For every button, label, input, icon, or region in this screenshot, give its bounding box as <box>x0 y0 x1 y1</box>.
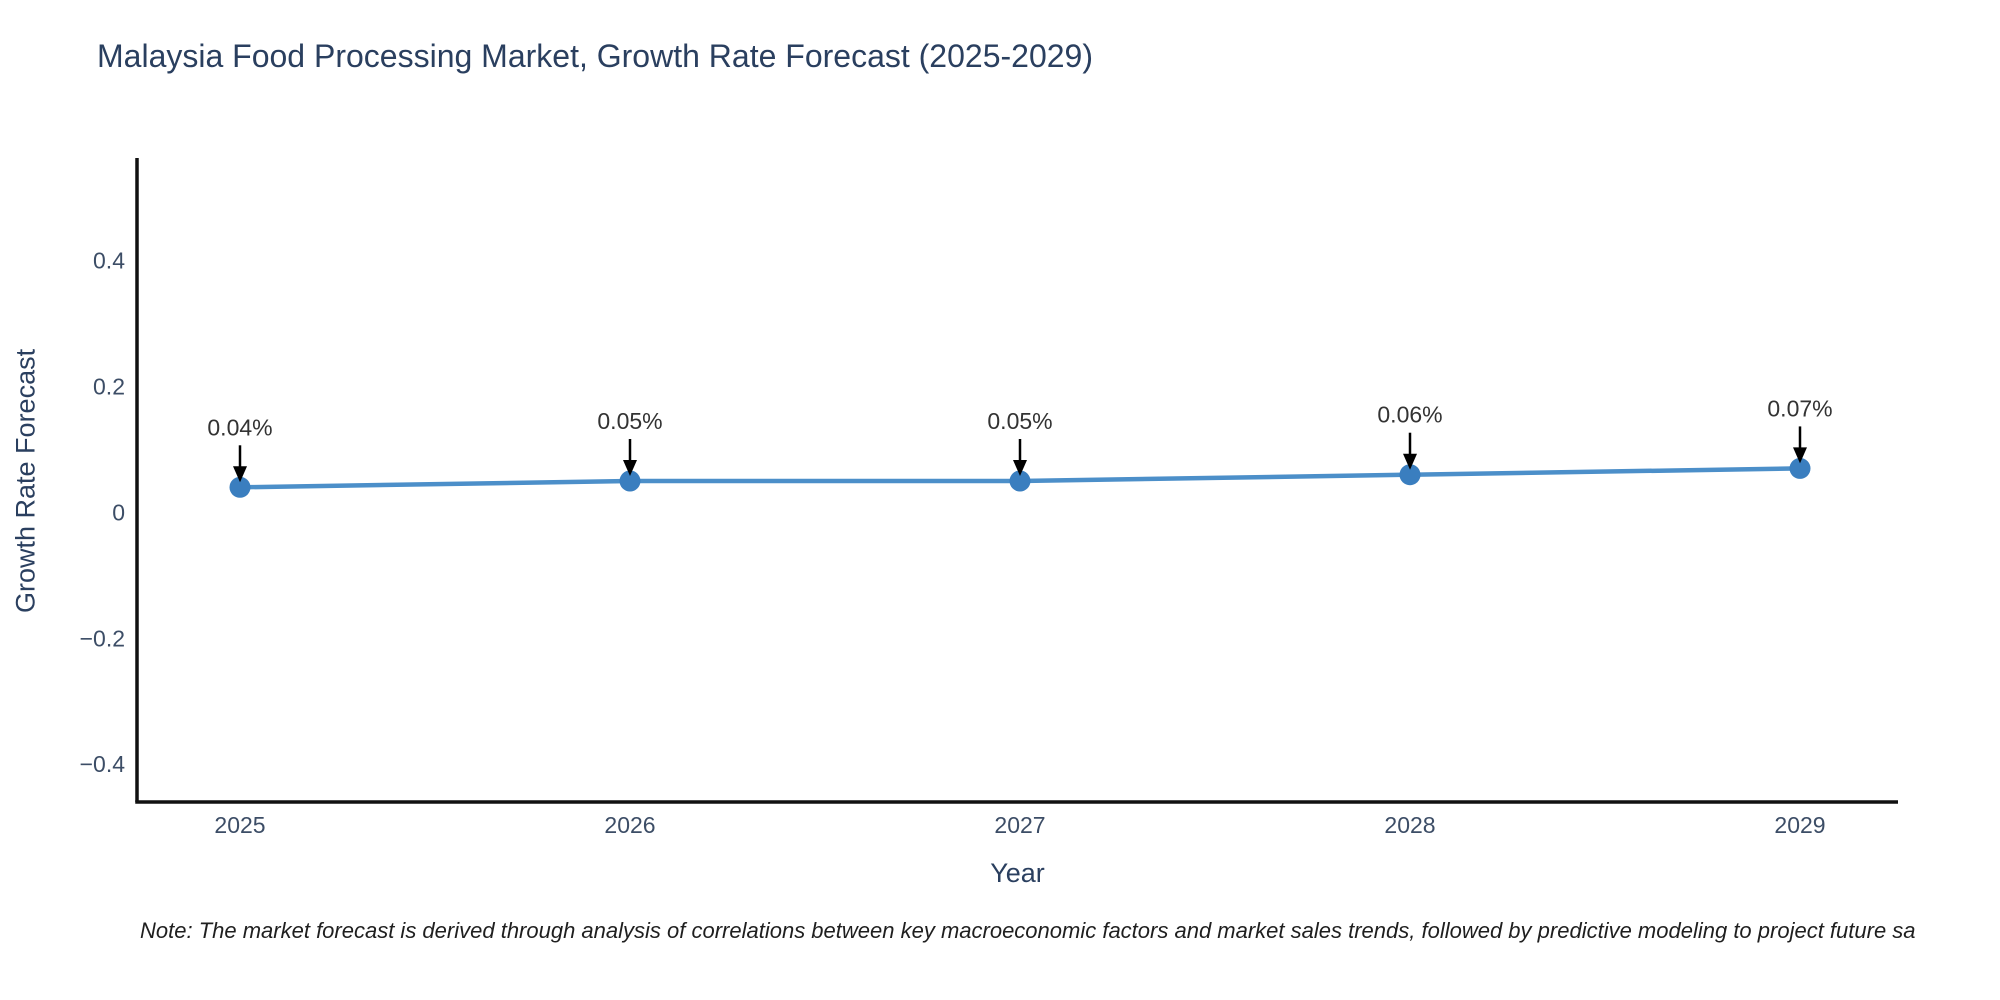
annotation-label: 0.05% <box>987 408 1052 434</box>
annotation-label: 0.06% <box>1377 402 1442 428</box>
data-point-marker <box>1789 457 1811 479</box>
y-tick-label: −0.4 <box>80 751 126 777</box>
annotation-label: 0.05% <box>597 408 662 434</box>
data-point-marker <box>1399 464 1421 486</box>
x-tick-label: 2029 <box>1774 812 1825 838</box>
y-tick-label: 0.2 <box>93 374 125 400</box>
y-tick-label: 0 <box>112 499 125 525</box>
data-point-marker <box>229 476 251 498</box>
x-tick-label: 2027 <box>994 812 1045 838</box>
y-tick-label: −0.2 <box>80 625 125 651</box>
x-tick-label: 2026 <box>604 812 655 838</box>
annotation-arrowhead <box>1403 453 1417 470</box>
annotation-arrowhead <box>1013 460 1027 476</box>
annotation-label: 0.04% <box>207 414 272 440</box>
annotation-arrowhead <box>1793 447 1807 464</box>
x-tick-label: 2028 <box>1384 812 1435 838</box>
annotation-arrowhead <box>233 466 247 483</box>
annotation-arrowhead <box>623 460 637 476</box>
y-tick-label: 0.4 <box>93 248 125 274</box>
data-point-marker <box>1009 470 1031 492</box>
annotation-label: 0.07% <box>1767 395 1832 421</box>
footnote: Note: The market forecast is derived thr… <box>140 918 1916 943</box>
chart-title: Malaysia Food Processing Market, Growth … <box>97 38 1093 74</box>
x-tick-label: 2025 <box>214 812 265 838</box>
data-point-marker <box>619 470 641 492</box>
x-axis-title: Year <box>990 858 1045 888</box>
